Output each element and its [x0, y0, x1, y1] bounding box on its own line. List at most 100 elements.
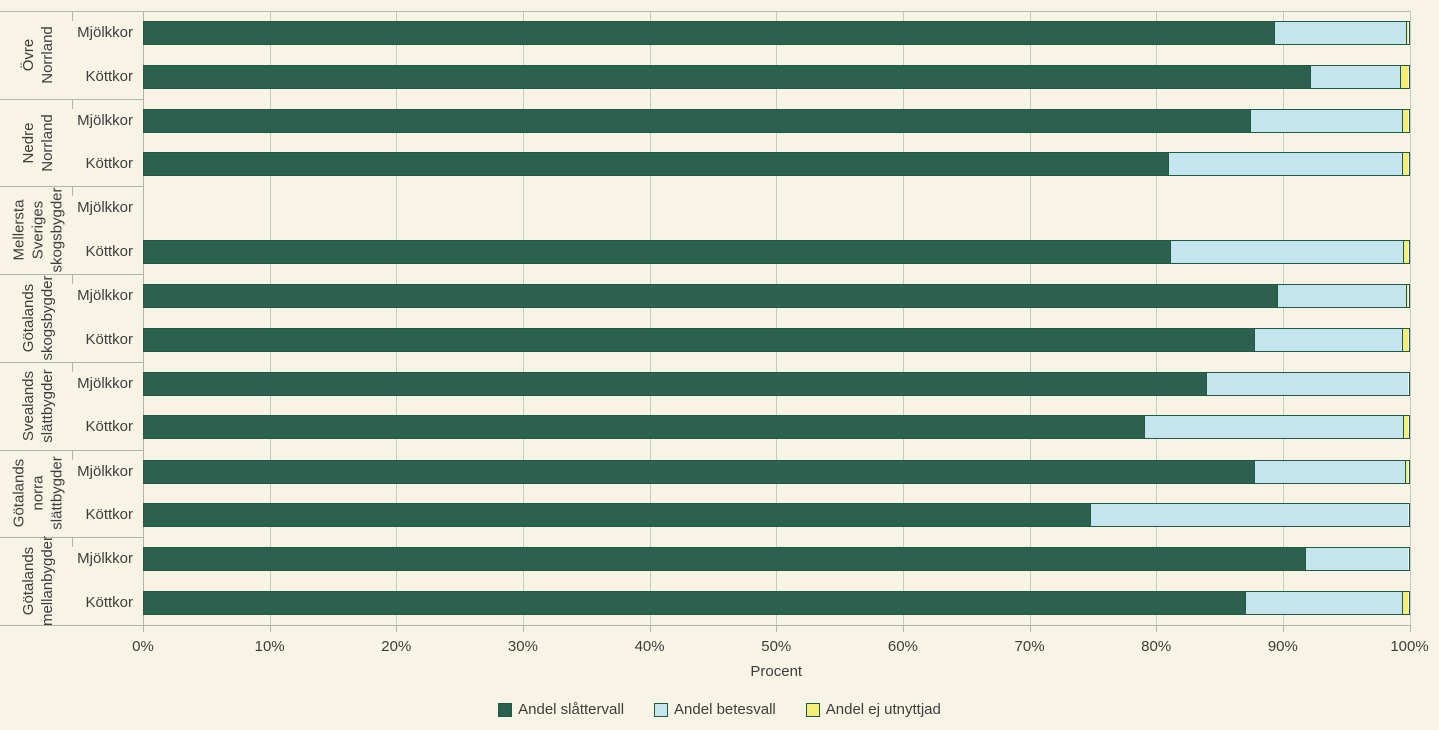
x-axis-tick-label: 90%	[1267, 638, 1298, 655]
row-label: Köttkor	[85, 155, 133, 173]
legend-item-slattervall: Andel slåttervall	[498, 701, 624, 718]
stacked-bar	[143, 152, 1410, 177]
gridline	[1282, 11, 1284, 625]
gridline	[1029, 11, 1031, 625]
legend-label-slattervall: Andel slåttervall	[518, 701, 625, 718]
legend-swatch-betesvall-icon	[654, 702, 669, 717]
bar-segment-slattervall	[144, 460, 1255, 483]
bar-segment-betesvall	[1254, 460, 1405, 483]
bar-segment-slattervall	[144, 548, 1305, 571]
x-axis-title: Procent	[750, 663, 803, 680]
category-divider-tick	[71, 98, 73, 109]
region-label-line: Övre	[20, 38, 37, 72]
category-divider-tick	[71, 186, 73, 197]
x-axis-tick-label: 60%	[887, 638, 918, 655]
category-divider-tick	[71, 537, 73, 548]
stacked-bar	[143, 64, 1410, 89]
row-label: Mjölkkor	[77, 111, 133, 129]
stacked-bar	[143, 415, 1410, 440]
bar-segment-ej-utnyttjad	[1402, 109, 1409, 132]
bar-segment-betesvall	[1250, 109, 1403, 132]
x-axis-tick	[522, 625, 524, 632]
bar-segment-slattervall	[144, 372, 1207, 395]
row-label: Mjölkkor	[77, 550, 133, 568]
bar-segment-betesvall	[1309, 65, 1400, 88]
gridline	[269, 11, 271, 625]
x-axis-tick	[1156, 625, 1158, 632]
x-axis-tick	[1029, 625, 1031, 632]
bar-segment-betesvall	[1168, 153, 1403, 176]
bar-segment-ej-utnyttjad	[1403, 240, 1409, 263]
bar-segment-ej-utnyttjad	[1402, 328, 1409, 351]
category-divider-tick	[71, 361, 73, 372]
bar-segment-slattervall	[144, 285, 1277, 308]
bar-segment-ej-utnyttjad	[1405, 285, 1409, 308]
x-axis-tick-label: 70%	[1014, 638, 1045, 655]
x-axis-tick	[902, 625, 904, 632]
bar-segment-slattervall	[144, 153, 1169, 176]
row-label: Köttkor	[85, 593, 133, 611]
gridline	[776, 11, 778, 625]
bar-segment-ej-utnyttjad	[1404, 460, 1409, 483]
x-axis-tick-label: 80%	[1141, 638, 1172, 655]
row-label: Köttkor	[85, 506, 133, 524]
stacked-bar	[143, 590, 1410, 615]
bar-segment-slattervall	[144, 240, 1170, 263]
row-label: Köttkor	[85, 67, 133, 85]
bar-segment-ej-utnyttjad	[1405, 22, 1409, 44]
category-divider-tick	[71, 11, 73, 21]
bar-segment-ej-utnyttjad	[1402, 591, 1409, 614]
x-axis-tick-label: 30%	[507, 638, 538, 655]
legend-item-betesvall: Andel betesvall	[654, 701, 776, 718]
x-axis-tick-label: 10%	[254, 638, 285, 655]
stacked-bar	[143, 371, 1410, 396]
row-label: Mjölkkor	[77, 374, 133, 392]
bar-segment-ej-utnyttjad	[1399, 65, 1409, 88]
bar-segment-betesvall	[1276, 285, 1406, 308]
category-divider-tick	[71, 449, 73, 460]
y-axis-line	[143, 11, 144, 632]
gridline	[902, 11, 904, 625]
row-label: Mjölkkor	[77, 24, 133, 41]
bar-segment-slattervall	[144, 416, 1145, 439]
gridline	[649, 11, 651, 625]
stacked-bar	[143, 327, 1410, 352]
x-axis-tick-label: 20%	[381, 638, 412, 655]
row-label: Mjölkkor	[77, 199, 133, 217]
row-label: Mjölkkor	[77, 287, 133, 305]
chart-legend: Andel slåttervall Andel betesvall Andel …	[0, 701, 1439, 718]
x-axis-tick	[776, 625, 778, 632]
bar-segment-betesvall	[1254, 328, 1403, 351]
bar-segment-slattervall	[144, 504, 1090, 527]
legend-label-ej-utnyttjad: Andel ej utnyttjad	[825, 701, 941, 718]
bar-segment-betesvall	[1169, 240, 1404, 263]
gridline	[396, 11, 398, 625]
x-axis-tick	[1409, 625, 1411, 632]
stacked-bar	[143, 108, 1410, 133]
x-axis-tick	[649, 625, 651, 632]
bar-segment-slattervall	[144, 65, 1310, 88]
bar-segment-slattervall	[144, 109, 1251, 132]
category-divider-tick	[71, 274, 73, 285]
x-axis-tick-label: 100%	[1390, 638, 1429, 655]
row-label: Köttkor	[85, 242, 133, 260]
x-axis-tick	[269, 625, 271, 632]
bar-segment-betesvall	[1304, 548, 1409, 571]
x-axis-tick-label: 0%	[132, 638, 154, 655]
stacked-bar	[143, 503, 1410, 528]
stacked-bar	[143, 21, 1410, 45]
stacked-bar	[143, 459, 1410, 484]
legend-item-ej-utnyttjad: Andel ej utnyttjad	[805, 701, 941, 718]
legend-swatch-ej-utnyttjad-icon	[805, 702, 820, 717]
bar-segment-ej-utnyttjad	[1402, 153, 1409, 176]
bar-segment-slattervall	[144, 22, 1275, 44]
x-axis-tick-label: 50%	[761, 638, 792, 655]
bar-segment-betesvall	[1206, 372, 1409, 395]
stacked-bar	[143, 284, 1410, 309]
bar-segment-betesvall	[1144, 416, 1404, 439]
stacked-bar	[143, 547, 1410, 572]
bar-segment-slattervall	[144, 591, 1246, 614]
row-label: Köttkor	[85, 418, 133, 436]
bar-segment-betesvall	[1274, 22, 1406, 44]
stacked-bar	[143, 239, 1410, 264]
